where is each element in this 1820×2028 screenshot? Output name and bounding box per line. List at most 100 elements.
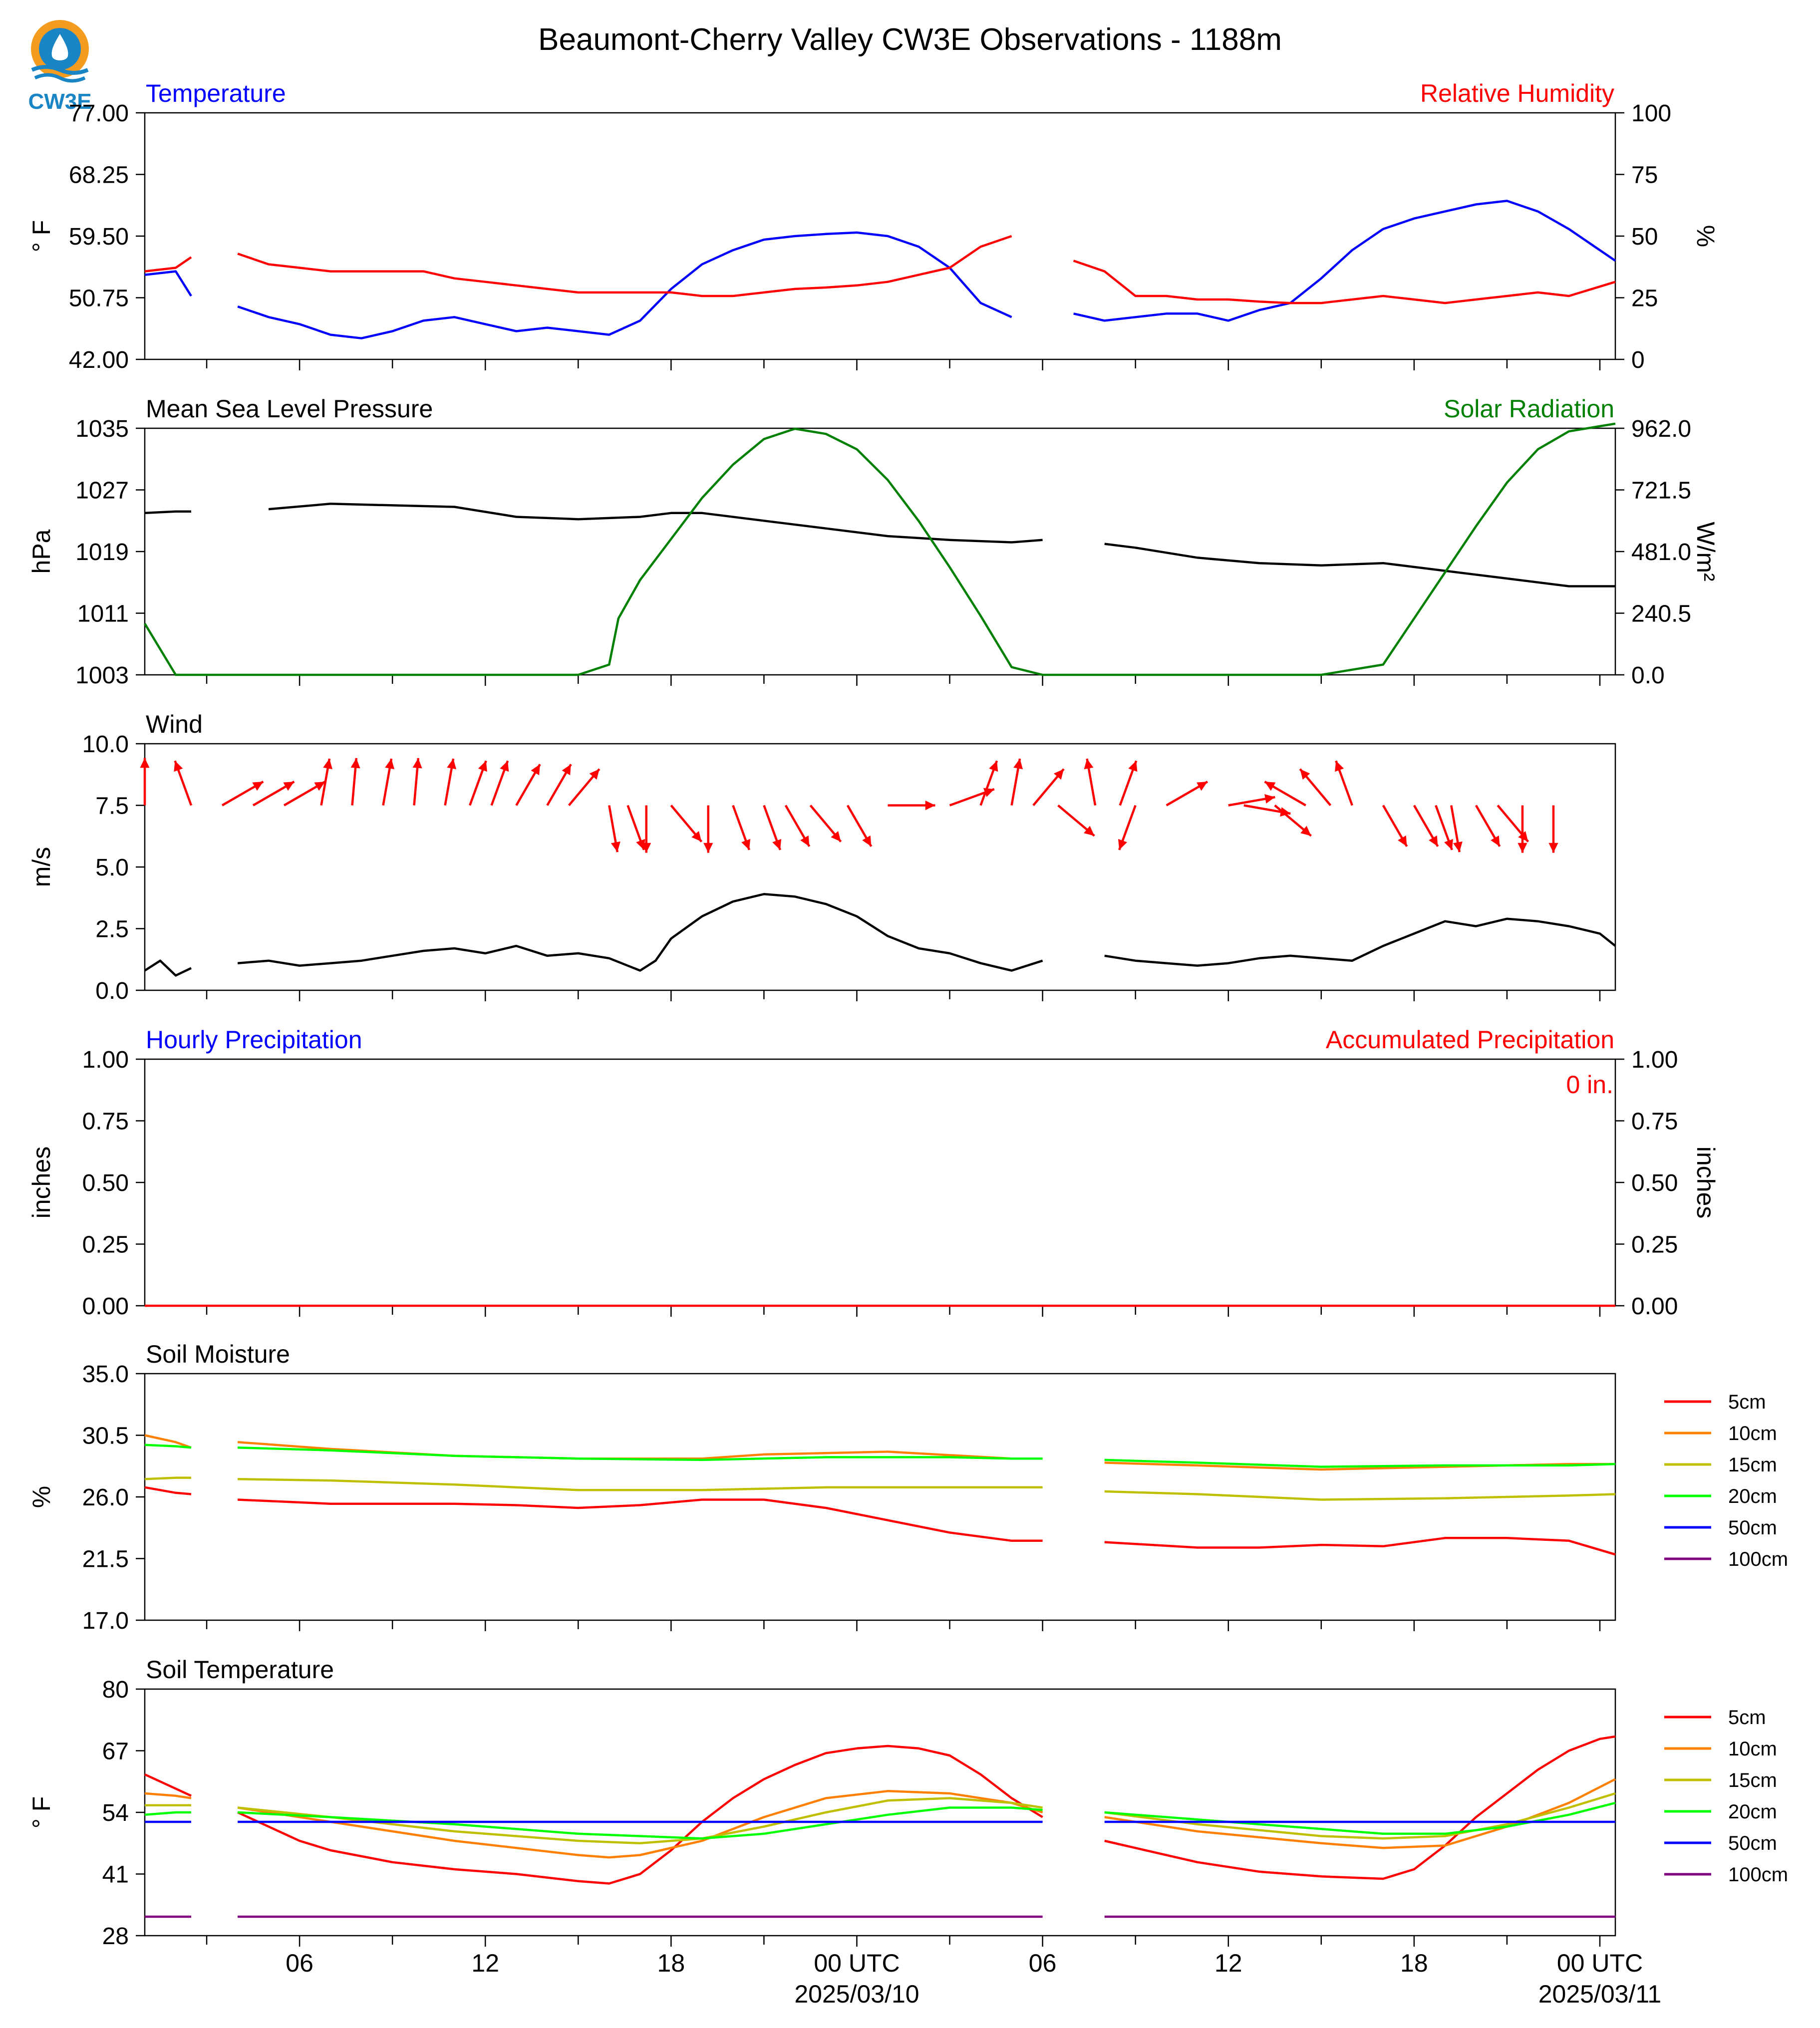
series-line-10cm (144, 1778, 1616, 1859)
y-tick-label: 54 (102, 1800, 129, 1826)
plot-frame (144, 743, 1616, 991)
series-line-20cm (144, 1444, 1616, 1468)
y-tick-label: 50.75 (69, 286, 129, 312)
plot-frame (144, 1688, 1616, 1937)
wind-arrow (732, 805, 751, 851)
panel-title-left: Mean Sea Level Pressure (146, 395, 433, 423)
y-tick-label: 0.25 (82, 1232, 129, 1258)
y-axis-label: % (27, 1486, 55, 1508)
wind-arrow (490, 760, 509, 806)
y-tick-label: 0.00 (82, 1293, 129, 1320)
wind-arrow (1413, 805, 1439, 847)
wind-arrow (469, 760, 487, 806)
wind-arrow (809, 805, 842, 843)
y-tick-label: 1.00 (82, 1047, 129, 1073)
plot-frame (144, 1058, 1616, 1307)
wind-arrow (1243, 804, 1291, 817)
y2-tick-label: 75 (1631, 162, 1658, 189)
wind-arrow (1118, 805, 1137, 851)
y-tick-label: 26.0 (82, 1484, 129, 1511)
series-line-15cm (144, 1476, 1616, 1501)
x-tick-label: 06 (1029, 1949, 1057, 1977)
legend-label: 5cm (1728, 1391, 1766, 1413)
plot-frame (144, 427, 1616, 676)
y-tick-label: 67 (102, 1738, 129, 1765)
x-tick-label: 00 UTC (814, 1949, 900, 1977)
y-tick-label: 30.5 (82, 1423, 129, 1449)
wind-arrow (763, 805, 782, 851)
legend-label: 10cm (1728, 1423, 1777, 1445)
wind-arrow (641, 805, 651, 853)
x-tick-label: 12 (1214, 1949, 1242, 1977)
wind-arrow (670, 805, 703, 843)
precip-total-annotation: 0 in. (1566, 1071, 1613, 1099)
wind-arrow (221, 781, 264, 807)
logo-text: CW3E (28, 89, 91, 114)
y-tick-label: 1027 (75, 478, 129, 504)
y2-axis-label: W/m² (1692, 522, 1720, 581)
y2-tick-label: 100 (1631, 100, 1671, 127)
series-line-5cm (144, 1486, 1616, 1556)
wind-arrow (140, 758, 150, 806)
y2-tick-label: 0.50 (1631, 1170, 1678, 1196)
x-axis-labels: 06 12 18 00 UTC 06 12 18 00 UTC 2025/03/10 2025/0… (286, 1949, 1661, 2008)
wind-arrow (568, 768, 601, 806)
wind-arrow (1010, 758, 1023, 806)
y-tick-label: 1003 (75, 662, 129, 689)
wind-arrow (350, 758, 360, 806)
panel-title-left: Soil Moisture (146, 1340, 290, 1368)
legend-label: 100cm (1728, 1864, 1788, 1886)
wind-arrow (1450, 805, 1463, 853)
wind-arrow (1299, 768, 1332, 806)
y-tick-label: 68.25 (69, 162, 129, 189)
wind-arrow (1228, 794, 1275, 807)
wind-arrow (608, 805, 620, 853)
y2-tick-label: 0 (1631, 347, 1645, 373)
wind-arrow (1084, 758, 1097, 806)
y2-tick-label: 0.25 (1631, 1232, 1678, 1258)
wind-arrow (546, 764, 572, 806)
x-tick-label: 18 (657, 1949, 685, 1977)
y-tick-label: 35.0 (82, 1361, 129, 1388)
y-tick-label: 42.00 (69, 347, 129, 373)
panel-precipitation: Hourly Precipitation Accumulated Precipit… (27, 1026, 1720, 1320)
x-tick-label: 06 (286, 1949, 313, 1977)
plot-frame (144, 1373, 1616, 1621)
wind-arrow (1548, 805, 1558, 853)
y-tick-label: 1035 (75, 416, 129, 442)
x-tick-label: 12 (471, 1949, 499, 1977)
y-tick-label: 17.0 (82, 1608, 129, 1634)
wind-arrow (1497, 805, 1529, 843)
y-tick-label: 41 (102, 1862, 129, 1888)
wind-arrow (784, 805, 811, 847)
y2-tick-label: 0.75 (1631, 1109, 1678, 1135)
y-tick-label: 59.50 (69, 224, 129, 250)
y2-tick-label: 481.0 (1631, 539, 1691, 566)
y-tick-label: 1019 (75, 539, 129, 566)
y2-tick-label: 0.0 (1631, 662, 1665, 689)
y2-tick-label: 25 (1631, 286, 1658, 312)
panel-title-left: Soil Temperature (146, 1656, 334, 1684)
y-axis-label: ° F (27, 220, 55, 252)
wind-arrow (979, 760, 998, 806)
y-tick-label: 7.5 (95, 793, 129, 820)
series-line-0 (144, 200, 1616, 339)
legend-label: 20cm (1728, 1801, 1777, 1823)
y2-tick-label: 240.5 (1631, 601, 1691, 627)
panel-title-left: Wind (146, 710, 203, 738)
y-axis-label: m/s (27, 847, 55, 887)
y-tick-label: 0.0 (95, 978, 129, 1004)
water-drop-logo-icon (31, 20, 89, 83)
legend-label: 15cm (1728, 1454, 1777, 1476)
wind-arrow (626, 805, 645, 851)
y-axis-label: hPa (27, 529, 55, 574)
y2-tick-label: 721.5 (1631, 478, 1691, 504)
panel-temperature-rh: Temperature Relative Humidity 42.00 50.75 59… (27, 79, 1720, 373)
y-tick-label: 77.00 (69, 100, 129, 127)
series-line-0 (144, 893, 1616, 977)
wind-arrow (888, 800, 935, 811)
y-tick-label: 2.5 (95, 916, 129, 943)
series-line-15cm (145, 1792, 1616, 1845)
y2-axis-label: % (1692, 225, 1720, 247)
